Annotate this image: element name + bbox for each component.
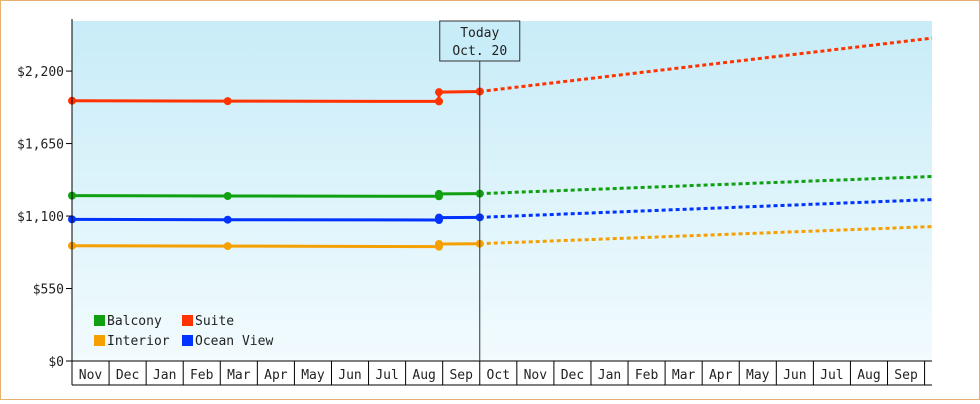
y-axis: $0 $550 $1,100 $1,650 $2,200 <box>17 65 72 370</box>
x-tick-label: Jun <box>338 368 361 383</box>
legend-label-interior: Interior <box>107 334 170 349</box>
x-tick-label: Jul <box>375 368 398 383</box>
y-tick-label: $0 <box>48 355 64 370</box>
today-label-box <box>439 20 521 62</box>
data-point-interior <box>434 239 443 248</box>
legend-swatch-balcony <box>94 315 105 326</box>
x-tick-label: Sep <box>894 368 918 383</box>
x-tick-label: Sep <box>449 368 473 383</box>
forecast-line-suite <box>479 36 933 93</box>
x-tick-label: Nov <box>524 368 548 383</box>
y-tick-label: $550 <box>33 283 64 298</box>
data-point-balcony <box>223 192 232 201</box>
x-tick-label: Apr <box>709 368 733 383</box>
plot-background <box>72 21 932 361</box>
x-tick-label: Jan <box>598 368 621 383</box>
x-tick-label: Mar <box>227 368 251 383</box>
x-tick-label: Aug <box>412 368 435 383</box>
forecast-line-ocean-view <box>479 198 933 219</box>
x-tick-label: Dec <box>561 368 584 383</box>
axes-layer <box>71 19 932 362</box>
legend-swatch-interior <box>94 335 105 346</box>
data-point-balcony <box>434 189 443 198</box>
data-point-interior <box>223 242 232 251</box>
x-tick-label: Nov <box>79 368 103 383</box>
legend-label-ocean-view: Ocean View <box>195 334 273 349</box>
forecast-line-balcony <box>479 175 933 196</box>
x-tick-label: May <box>746 368 770 383</box>
x-axis: Nov Dec Jan Feb Mar Apr May Jun Jul Aug Sep Oct Nov D… <box>71 361 932 386</box>
legend-label-balcony: Balcony <box>107 314 162 329</box>
x-tick-label: Aug <box>857 368 880 383</box>
x-tick-label: Jun <box>783 368 806 383</box>
legend-swatch-suite <box>182 315 193 326</box>
x-tick-label: Dec <box>116 368 139 383</box>
series-layer <box>68 36 933 251</box>
data-point-suite <box>223 97 232 106</box>
legend-swatch-ocean-view <box>182 335 193 346</box>
y-tick-label: $1,650 <box>17 138 64 153</box>
x-tick-label: Mar <box>672 368 696 383</box>
today-label: Today <box>460 26 499 41</box>
x-tick-label: Feb <box>635 368 659 383</box>
today-marker: Today Oct. 20 <box>439 20 521 361</box>
x-tick-label: May <box>301 368 325 383</box>
x-tick-label: Apr <box>264 368 288 383</box>
x-tick-label: Feb <box>190 368 214 383</box>
forecast-line-interior <box>479 225 933 246</box>
legend: Balcony Suite Interior Ocean View <box>94 314 273 349</box>
data-point-ocean-view <box>434 213 443 222</box>
x-tick-label: Jul <box>820 368 843 383</box>
x-tick-label: Jan <box>153 368 176 383</box>
legend-label-suite: Suite <box>195 314 234 329</box>
data-point-ocean-view <box>223 215 232 224</box>
y-tick-label: $2,200 <box>17 65 64 80</box>
y-tick-label: $1,100 <box>17 210 64 225</box>
data-point-suite <box>434 97 443 106</box>
today-date-label: Oct. 20 <box>452 44 507 59</box>
data-point-suite <box>434 88 443 97</box>
x-tick-label: Oct <box>487 368 510 383</box>
